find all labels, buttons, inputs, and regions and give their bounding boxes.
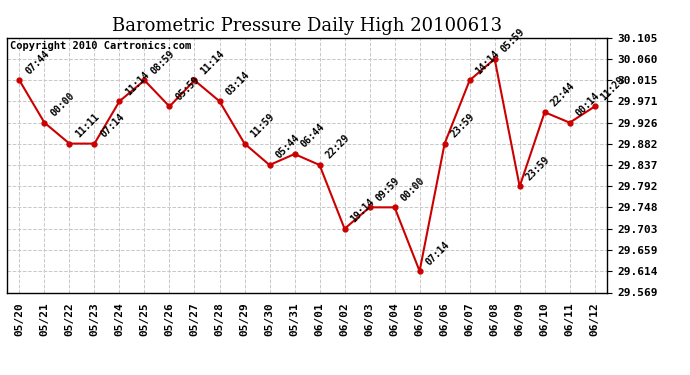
Text: 09:59: 09:59 (374, 176, 402, 203)
Text: 00:00: 00:00 (48, 91, 77, 118)
Text: 06:44: 06:44 (299, 122, 326, 150)
Text: 22:29: 22:29 (324, 133, 352, 161)
Text: 22:44: 22:44 (549, 80, 577, 108)
Text: 08:59: 08:59 (148, 48, 177, 76)
Text: 11:14: 11:14 (124, 69, 152, 97)
Text: 03:14: 03:14 (224, 69, 252, 97)
Text: 14:14: 14:14 (474, 48, 502, 76)
Text: 11:11: 11:11 (74, 112, 101, 140)
Title: Barometric Pressure Daily High 20100613: Barometric Pressure Daily High 20100613 (112, 16, 502, 34)
Text: 11:59: 11:59 (248, 112, 277, 140)
Text: 07:14: 07:14 (424, 239, 452, 267)
Text: 23:59: 23:59 (524, 154, 552, 182)
Text: Copyright 2010 Cartronics.com: Copyright 2010 Cartronics.com (10, 41, 191, 51)
Text: 11:29: 11:29 (599, 75, 627, 102)
Text: 00:14: 00:14 (574, 91, 602, 118)
Text: 05:59: 05:59 (499, 27, 526, 55)
Text: 19:14: 19:14 (348, 197, 377, 225)
Text: 11:14: 11:14 (199, 48, 226, 76)
Text: 23:59: 23:59 (448, 112, 477, 140)
Text: 07:14: 07:14 (99, 112, 126, 140)
Text: 07:44: 07:44 (23, 48, 52, 76)
Text: 05:59: 05:59 (174, 75, 201, 102)
Text: 00:00: 00:00 (399, 176, 426, 203)
Text: 05:44: 05:44 (274, 133, 302, 161)
